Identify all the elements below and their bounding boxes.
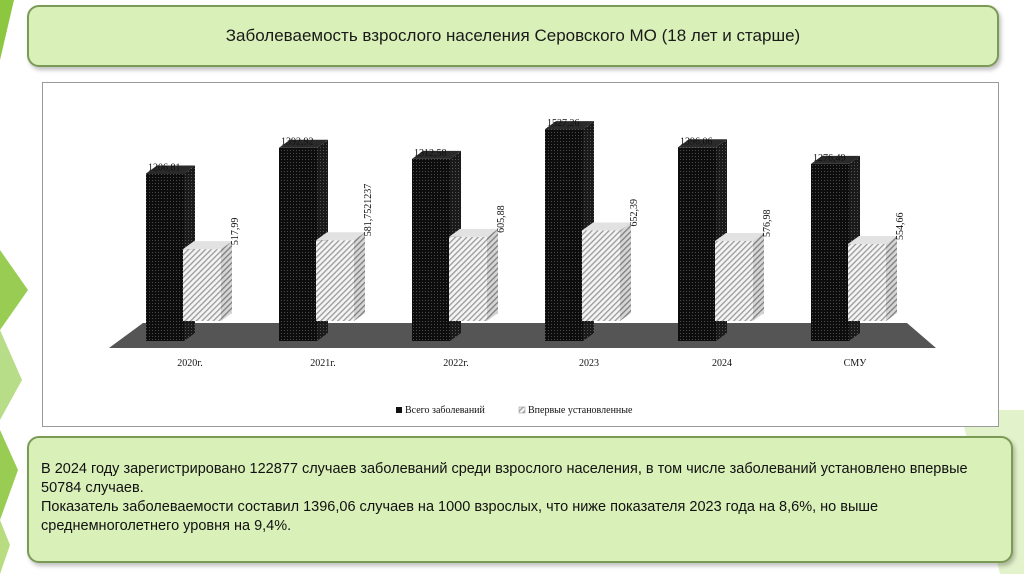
bar-side-new-5 <box>886 236 897 321</box>
bar-top-total-4 <box>678 139 727 148</box>
data-label-new-0: 517,99 <box>230 218 241 246</box>
bar-side-new-2 <box>487 228 498 321</box>
data-label-total-3: 1527,26 <box>547 118 580 129</box>
bar-new-5 <box>848 236 897 321</box>
data-label-total-0: 1206,81 <box>148 163 181 174</box>
bar-new-1 <box>316 232 365 321</box>
chart-container: 1206,81 517,99 1392,92 581,7521237 1312,58 60… <box>42 82 999 427</box>
category-label-0: 2020г. <box>177 358 202 369</box>
data-label-new-3: 652,39 <box>629 199 640 227</box>
data-label-total-4: 1396,06 <box>680 136 713 147</box>
bar-front-total-5 <box>811 163 849 341</box>
category-label-1: 2021г. <box>310 358 335 369</box>
category-label-3: 2023 <box>579 358 599 369</box>
info-paragraph-1: В 2024 году зарегистрировано 122877 случ… <box>41 461 968 496</box>
bar-new-0 <box>183 241 232 321</box>
bar-front-total-3 <box>545 129 583 341</box>
bar-front-total-4 <box>678 147 716 341</box>
bar-front-total-2 <box>412 158 450 341</box>
slide-title: Заболеваемость взрослого населения Серов… <box>225 26 801 45</box>
bar-top-total-1 <box>279 139 328 148</box>
bar-front-new-3 <box>582 230 620 321</box>
info-paragraph-2: Показатель заболеваемости составил 1396,… <box>41 499 879 534</box>
data-label-new-4: 576,98 <box>762 209 773 237</box>
bar-front-new-2 <box>449 236 487 321</box>
chart-legend: Всего заболеваний Впервые установленные <box>396 405 633 416</box>
bar-top-total-2 <box>412 150 461 159</box>
bar-top-total-3 <box>545 121 594 130</box>
bar-side-new-0 <box>221 241 232 321</box>
data-label-new-2: 605,88 <box>496 205 507 233</box>
category-label-2: 2022г. <box>443 358 468 369</box>
legend-label-new: Впервые установленные <box>528 405 633 416</box>
bar-top-total-5 <box>811 155 860 164</box>
bar-chart: 1206,81 517,99 1392,92 581,7521237 1312,58 60… <box>109 118 936 416</box>
data-label-total-2: 1312,58 <box>414 148 447 159</box>
bar-side-new-1 <box>354 232 365 321</box>
bar-top-new-5 <box>848 236 897 245</box>
bar-new-3 <box>582 222 631 321</box>
bar-side-new-3 <box>620 222 631 321</box>
legend-swatch-new <box>518 406 526 414</box>
category-label-5: СМУ <box>844 358 868 369</box>
bar-front-total-0 <box>146 173 184 341</box>
legend-swatch-total <box>396 407 402 413</box>
bar-front-new-1 <box>316 240 354 321</box>
title-panel: Заболеваемость взрослого населения Серов… <box>27 5 999 67</box>
bar-front-new-4 <box>715 240 753 321</box>
bar-front-total-1 <box>279 147 317 341</box>
data-label-total-1: 1392,92 <box>281 137 314 148</box>
bar-top-total-0 <box>146 165 195 174</box>
legend-label-total: Всего заболеваний <box>405 405 486 416</box>
category-label-4: 2024 <box>712 358 732 369</box>
bar-top-new-0 <box>183 241 232 250</box>
info-text: В 2024 году зарегистрировано 122877 случ… <box>41 460 997 536</box>
bar-top-new-2 <box>449 228 498 237</box>
bar-new-2 <box>449 228 498 321</box>
data-label-new-1: 581,7521237 <box>363 184 374 237</box>
bar-top-new-4 <box>715 232 764 241</box>
bar-new-4 <box>715 232 764 321</box>
bar-top-new-3 <box>582 222 631 231</box>
info-panel: В 2024 году зарегистрировано 122877 случ… <box>27 436 1013 563</box>
bar-top-new-1 <box>316 232 365 241</box>
bar-front-new-5 <box>848 244 886 321</box>
data-label-new-5: 554,66 <box>895 213 906 241</box>
bar-side-new-4 <box>753 232 764 321</box>
bar-front-new-0 <box>183 249 221 321</box>
data-label-total-5: 1276,49 <box>813 153 846 164</box>
